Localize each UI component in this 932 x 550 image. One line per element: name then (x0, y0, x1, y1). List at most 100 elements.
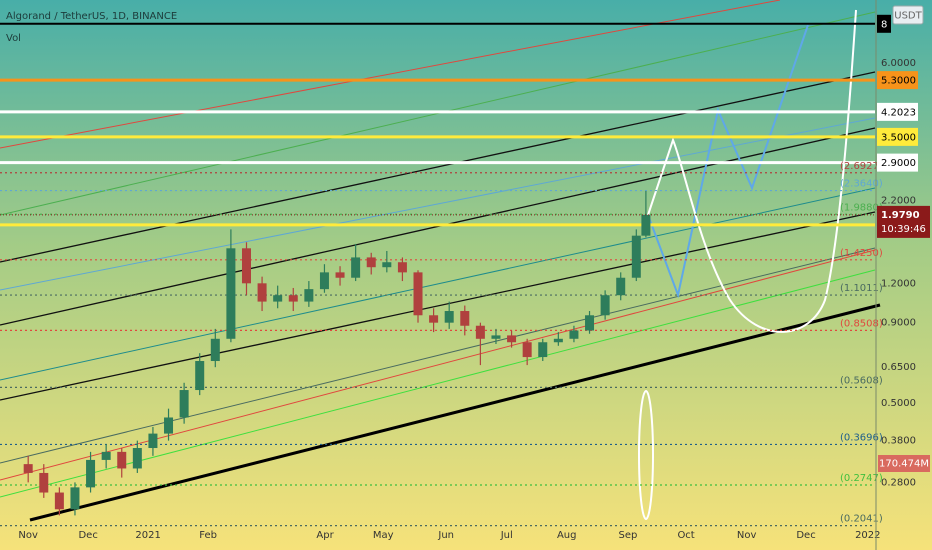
price-level-label: 4.2023 (881, 107, 916, 118)
channel-line (0, 187, 876, 381)
fib-level-label: (0.2747) (840, 473, 883, 484)
candle-body (195, 361, 205, 391)
candle-body (273, 295, 283, 302)
chart-title: Algorand / TetherUS, 1D, BINANCE (6, 11, 177, 22)
x-tick-label: 2022 (855, 530, 880, 541)
candle-body (444, 311, 454, 323)
countdown-label: 10:39:46 (881, 224, 926, 235)
candle-body (179, 390, 189, 418)
price-level-box (877, 102, 918, 121)
candle-body (335, 272, 345, 278)
candle-body (585, 315, 595, 331)
price-level-label: 5.3000 (881, 76, 916, 87)
x-tick-label: Dec (78, 530, 97, 541)
candle-body (304, 289, 314, 302)
price-level-label: 8 (881, 19, 887, 30)
candle-body (522, 342, 532, 358)
candle-body (257, 283, 267, 302)
fib-level-label: (0.2041) (840, 514, 883, 525)
volume-box (878, 455, 930, 472)
y-tick-label: 0.5000 (881, 398, 916, 409)
candle-body (507, 335, 517, 343)
y-tick-label: 6.0000 (881, 58, 916, 69)
fib-level-label: (2.6927) (840, 161, 883, 172)
x-tick-label: 2021 (135, 530, 160, 541)
highlight-ellipse (638, 390, 654, 520)
candle-body (475, 325, 485, 339)
fib-level-label: (2.3640) (840, 179, 883, 190)
x-tick-label: Apr (316, 530, 334, 541)
price-level-box (877, 127, 918, 146)
candle-body (132, 448, 142, 469)
channel-line (0, 117, 876, 291)
y-tick-label: 1.2000 (881, 278, 916, 289)
candle-body (39, 472, 49, 493)
candle-body (631, 235, 641, 278)
candle-body (241, 248, 251, 284)
price-level-box (877, 71, 918, 90)
x-tick-label: Nov (18, 530, 38, 541)
candle-body (382, 262, 392, 268)
candle-body (101, 451, 111, 460)
last-price-label: 1.9790 (881, 210, 920, 221)
candle-body (460, 311, 470, 326)
candle-body (148, 433, 158, 449)
candle-body (491, 335, 501, 339)
channel-line (29, 303, 881, 522)
price-level-box (877, 14, 891, 33)
candle-body (23, 464, 33, 473)
candle-body (553, 338, 563, 343)
quote-badge-box (892, 5, 924, 25)
candle-body (226, 248, 236, 339)
volume-label: 170.474M (879, 459, 929, 470)
candle-body (366, 257, 376, 268)
candle-body (351, 257, 361, 278)
candle-body (210, 338, 220, 362)
x-tick-label: Sep (618, 530, 637, 541)
y-tick-label: 0.2800 (881, 477, 916, 488)
channel-line (0, 249, 876, 481)
candle-body (54, 492, 64, 510)
channel-line (0, 127, 876, 326)
candle-body (538, 342, 548, 358)
fib-level-label: (0.3696) (840, 432, 883, 443)
y-tick-label: 2.2000 (881, 195, 916, 206)
candle-body (70, 487, 80, 510)
x-tick-label: Jul (500, 530, 513, 541)
candle-body (641, 214, 651, 236)
x-tick-label: Jun (437, 530, 454, 541)
x-tick-label: Feb (199, 530, 217, 541)
y-tick-label: 0.9000 (881, 318, 916, 329)
price-level-label: 2.9000 (881, 158, 916, 169)
fib-level-label: (1.9880) (840, 202, 883, 213)
channel-line (0, 71, 876, 263)
candle-body (413, 272, 423, 316)
x-tick-label: Aug (557, 530, 577, 541)
price-level-label: 3.5000 (881, 132, 916, 143)
drawings (0, 0, 881, 522)
candle-body (397, 262, 407, 273)
fib-level-label: (1.4250) (840, 248, 883, 259)
candle-body (616, 277, 626, 296)
channel-line (0, 269, 876, 498)
candle-body (164, 417, 174, 434)
y-tick-label: 0.3800 (881, 436, 916, 447)
x-tick-label: May (373, 530, 394, 541)
y-tick-label: 0.6500 (881, 362, 916, 373)
last-price-box (877, 205, 930, 238)
candle-body (86, 459, 96, 488)
price-level-box (877, 153, 918, 172)
volume-indicator: Vol (6, 33, 21, 44)
candle-body (288, 295, 298, 302)
quote-badge: USDT (894, 11, 922, 22)
candle-body (429, 315, 439, 323)
channel-line (0, 247, 876, 464)
projection-path (647, 24, 809, 299)
fib-level-label: (0.8508) (840, 318, 883, 329)
fib-level-label: (0.5608) (840, 375, 883, 386)
x-tick-label: Dec (796, 530, 815, 541)
candle-body (319, 272, 329, 290)
candle-body (569, 330, 579, 339)
